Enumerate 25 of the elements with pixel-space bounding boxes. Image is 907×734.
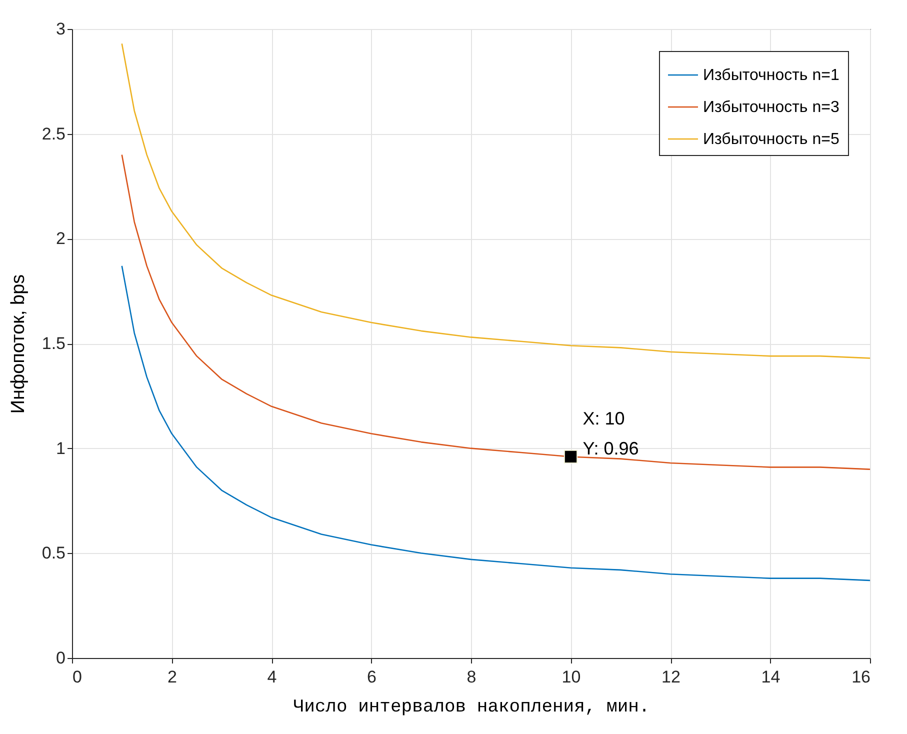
line-series — [121, 265, 871, 582]
y-tick-label: 0 — [56, 648, 66, 668]
x-tick-label: 16 — [852, 668, 870, 686]
y-tick-label: 1 — [56, 438, 66, 458]
y-tick-label: 0.5 — [42, 544, 66, 563]
x-tick-label: 8 — [466, 668, 476, 686]
x-tick-label: 4 — [267, 668, 277, 686]
x-tick-label: 6 — [367, 668, 376, 686]
legend-label: Избыточность n=5 — [703, 131, 840, 148]
legend-label: Избыточность n=3 — [703, 99, 840, 116]
line-series — [121, 154, 871, 470]
x-axis-title: Число интервалов накопления, мин. — [293, 698, 650, 718]
y-tick-label: 2 — [56, 229, 66, 248]
y-tick-label: 2.5 — [42, 124, 66, 144]
y-axis-title: Инфопоток, bps — [8, 274, 29, 414]
legend-label: Избыточность n=1 — [703, 67, 840, 84]
y-tick-label: 3 — [56, 20, 66, 38]
x-tick-label: 2 — [168, 668, 177, 686]
x-tick-label: 10 — [562, 668, 581, 686]
line-series — [121, 43, 871, 359]
x-tick-label: 12 — [662, 668, 680, 686]
x-tick-label: 14 — [761, 668, 780, 686]
annotation: X: 10 Y: 0.96 — [582, 408, 639, 459]
x-tick-label: 0 — [72, 668, 82, 686]
y-tick-label: 1.5 — [42, 334, 66, 353]
